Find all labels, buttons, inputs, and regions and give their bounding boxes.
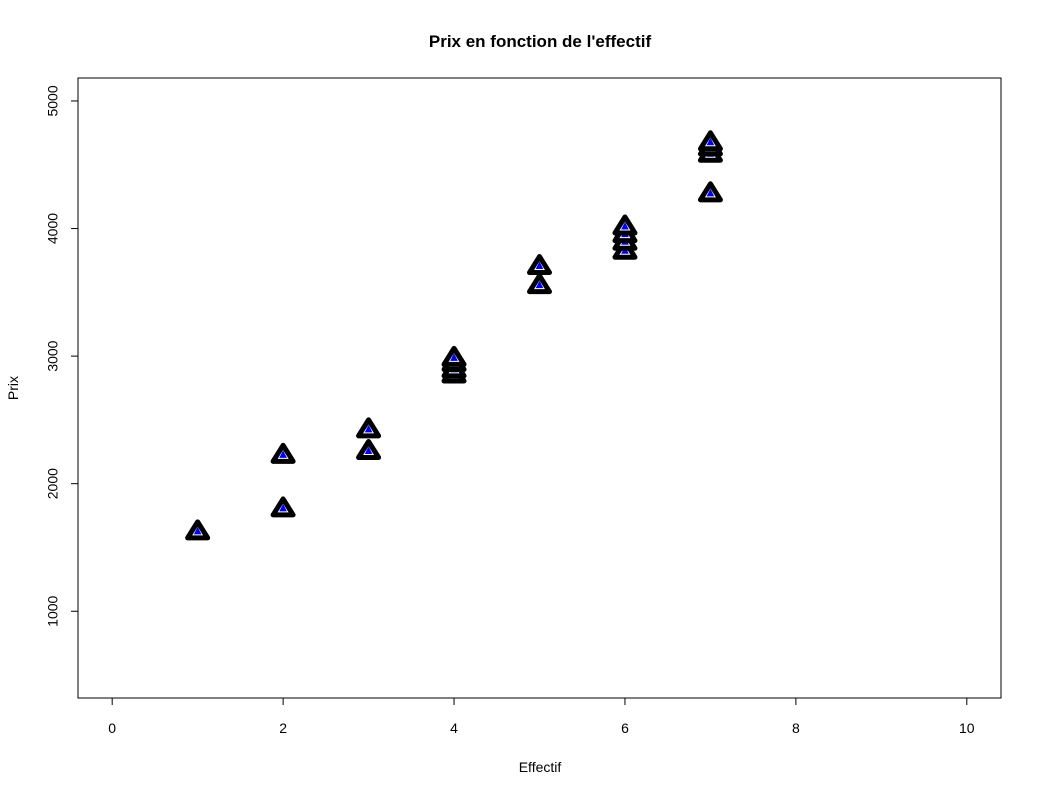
data-point bbox=[697, 181, 723, 203]
data-point bbox=[441, 345, 467, 367]
x-tick-label: 6 bbox=[621, 720, 629, 736]
data-point-fill bbox=[706, 188, 715, 197]
data-point bbox=[612, 214, 638, 236]
data-points bbox=[185, 130, 723, 541]
data-point-fill bbox=[279, 450, 287, 458]
data-point bbox=[697, 130, 723, 152]
plot-frame bbox=[77, 77, 1002, 699]
y-tick-label: 2000 bbox=[45, 468, 61, 499]
data-point bbox=[527, 254, 552, 276]
data-point-fill bbox=[621, 221, 629, 230]
data-point bbox=[356, 439, 382, 461]
data-point-fill bbox=[535, 261, 544, 270]
x-axis: 0 2 4 6 8 10 bbox=[108, 697, 975, 736]
x-axis-label: Effectif bbox=[519, 759, 562, 775]
y-axis: 1000 2000 3000 4000 5000 bbox=[45, 85, 79, 627]
y-tick-label: 5000 bbox=[45, 85, 61, 116]
y-axis-label: Prix bbox=[5, 376, 21, 400]
y-tick-label: 3000 bbox=[45, 340, 61, 371]
data-point-fill bbox=[535, 280, 544, 289]
x-tick-label: 2 bbox=[279, 720, 287, 736]
data-point bbox=[270, 442, 296, 464]
data-point-fill bbox=[193, 526, 202, 535]
data-point-fill bbox=[364, 446, 373, 455]
data-point-fill bbox=[450, 353, 458, 361]
x-tick-label: 0 bbox=[108, 720, 116, 736]
data-point-fill bbox=[706, 137, 715, 146]
y-tick-label: 4000 bbox=[45, 213, 61, 244]
data-point bbox=[270, 496, 296, 518]
y-tick-label: 1000 bbox=[45, 595, 61, 626]
data-point bbox=[356, 417, 382, 439]
data-point bbox=[527, 273, 552, 295]
data-point-fill bbox=[279, 503, 287, 512]
chart-title: Prix en fonction de l'effectif bbox=[429, 32, 652, 51]
x-tick-label: 8 bbox=[792, 720, 800, 736]
x-tick-label: 10 bbox=[959, 720, 975, 736]
data-point bbox=[185, 519, 211, 541]
data-point-fill bbox=[364, 424, 373, 433]
x-tick-label: 4 bbox=[450, 720, 458, 736]
